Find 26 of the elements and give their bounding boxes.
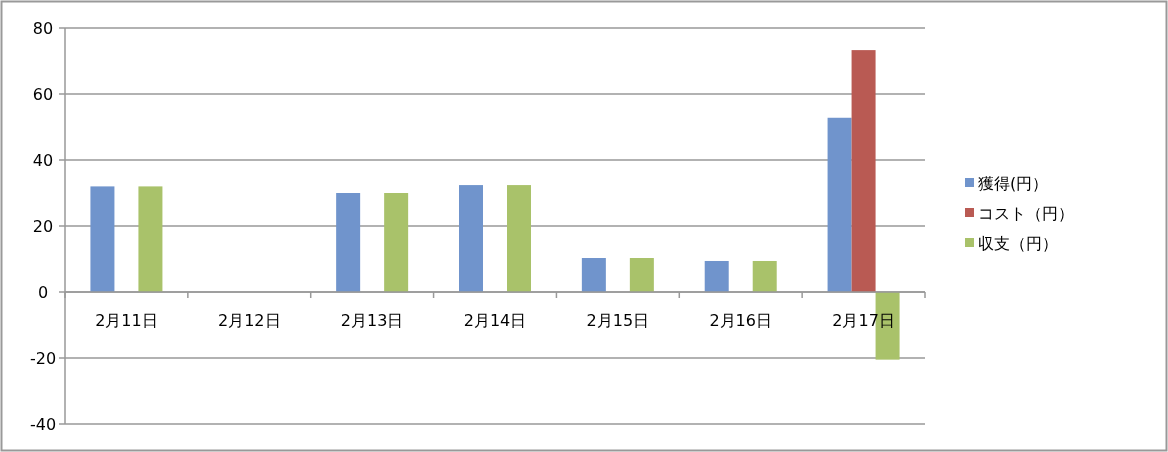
bar (138, 186, 163, 292)
y-tick-label: 60 (32, 85, 54, 104)
y-tick-label: 20 (32, 217, 54, 236)
bar (752, 260, 777, 292)
y-tick-label: 80 (32, 19, 54, 38)
x-tick-label: 2月14日 (463, 311, 527, 330)
bar (629, 258, 654, 292)
y-tick-label: -20 (29, 349, 57, 368)
bar (507, 185, 531, 292)
bar (90, 186, 115, 292)
x-tick-label: 2月13日 (340, 311, 404, 330)
legend-label: 獲得(円） (978, 174, 1049, 193)
x-tick-label: 2月12日 (218, 311, 281, 330)
legend-label: コスト（円） (978, 204, 1074, 223)
x-tick-label: 2月11日 (95, 311, 158, 330)
y-tick-label: -40 (29, 415, 57, 434)
bar (581, 258, 606, 292)
legend-label: 収支（円） (978, 234, 1058, 253)
bar (704, 260, 729, 292)
x-tick-label: 2月15日 (586, 311, 650, 330)
bar (336, 193, 361, 292)
y-tick-label: 40 (32, 151, 54, 170)
y-tick-label: 0 (37, 283, 49, 302)
bar (384, 193, 409, 292)
x-tick-label: 2月16日 (709, 311, 772, 330)
bar (459, 185, 483, 292)
